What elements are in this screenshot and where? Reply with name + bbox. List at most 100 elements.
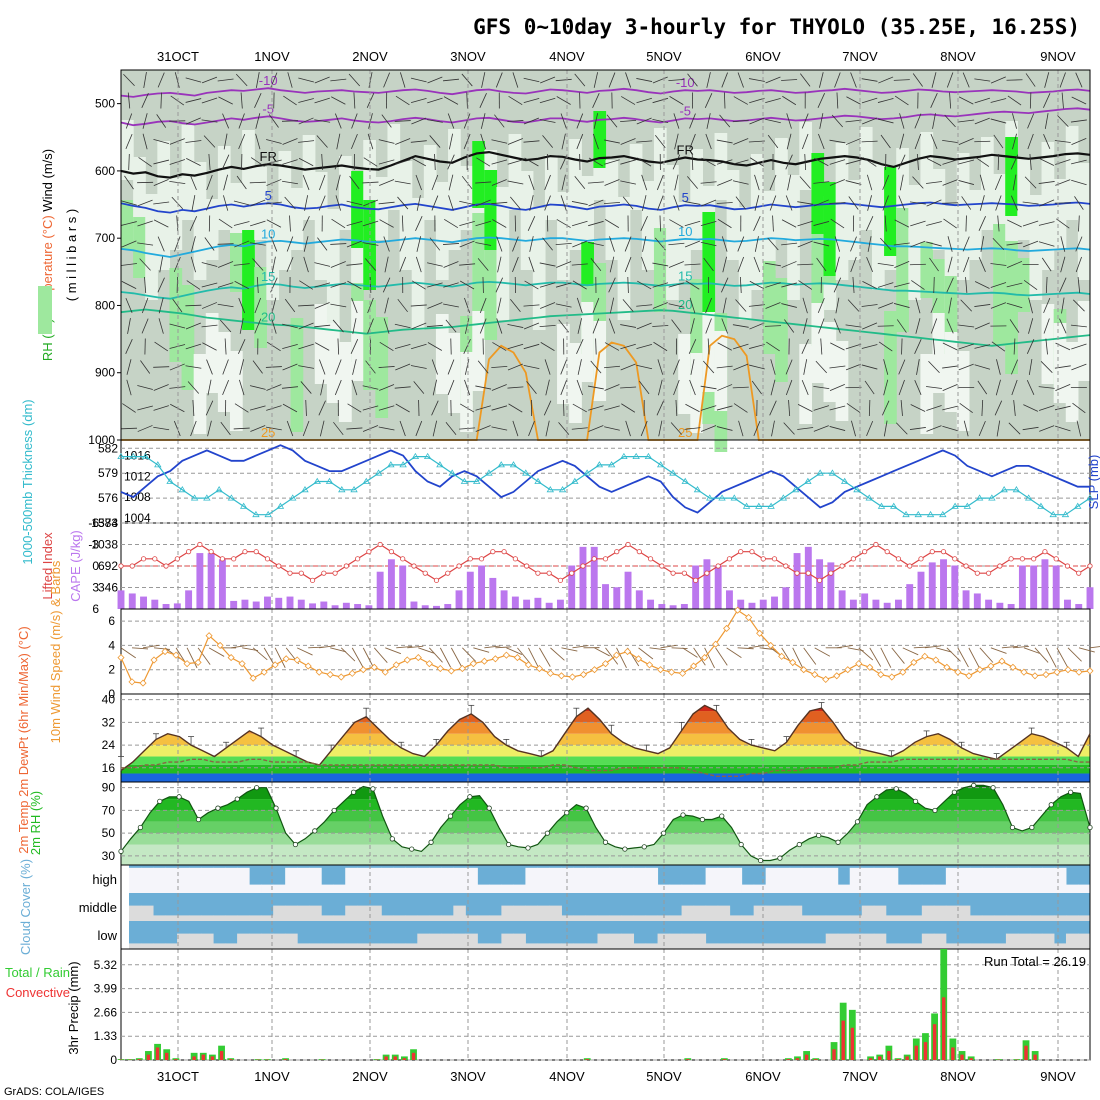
cloud-cell	[933, 884, 947, 893]
wind-barb	[125, 339, 133, 354]
wind-barb	[346, 221, 363, 226]
wind-barb	[576, 339, 584, 354]
wind-barb	[933, 276, 935, 294]
cloud-cell	[777, 943, 791, 949]
wind-barb	[494, 114, 505, 128]
cloud-row-label: middle	[79, 900, 117, 915]
cloud-cell	[501, 933, 514, 949]
isotherm-line	[120, 201, 1091, 214]
wind-barb	[1006, 261, 1023, 268]
wind-barb	[895, 422, 908, 435]
rh-marker	[389, 836, 395, 842]
wind-barb	[445, 319, 457, 333]
wind-barb	[657, 195, 664, 211]
thickness-marker	[926, 510, 935, 518]
lifted-marker	[118, 563, 124, 569]
wind-barb	[1029, 92, 1032, 109]
temp-band	[121, 745, 1090, 757]
wind-barb	[893, 242, 910, 246]
thickness-marker	[816, 469, 824, 476]
wind-barb	[926, 405, 942, 411]
thickness-marker	[190, 494, 199, 501]
wind-barb	[459, 240, 475, 248]
wind-barb	[410, 140, 427, 143]
rh-light-patch	[1065, 126, 1079, 220]
rh-dry-patch	[811, 303, 825, 383]
thickness-marker	[644, 452, 653, 459]
wind-barb	[1071, 179, 1087, 186]
slp-tick-label: 1004	[124, 511, 151, 525]
wind-barb	[829, 365, 846, 369]
wind-barb	[995, 379, 1001, 396]
y-tick-label: 0	[108, 687, 115, 701]
wind-barb	[512, 72, 519, 88]
isotherm-label: 10	[678, 224, 692, 239]
wind-barb	[335, 174, 341, 191]
wind-barb	[980, 236, 985, 252]
wind-barb	[475, 405, 491, 411]
thickness-marker	[362, 477, 371, 484]
cloud-cell	[1041, 933, 1055, 949]
thickness-marker	[706, 494, 714, 501]
wind-barb	[700, 220, 717, 227]
thickness-marker	[914, 510, 922, 518]
wind-barb	[397, 298, 408, 313]
rh-marker	[118, 848, 124, 854]
lifted-marker	[580, 563, 586, 569]
wind-barb	[415, 216, 423, 231]
cape-bar	[1052, 565, 1060, 609]
wind-barb	[990, 263, 1007, 266]
wind-barb	[450, 647, 463, 668]
cloud-cell	[777, 905, 791, 921]
wind-barb	[314, 262, 331, 267]
wind-barb	[282, 386, 298, 389]
wind-barb	[476, 157, 491, 167]
wind-barb	[319, 420, 325, 437]
rh-marker	[1029, 824, 1035, 831]
wind-barb	[958, 343, 974, 350]
wind-barb	[266, 384, 282, 391]
wind-barb	[185, 98, 202, 103]
cape-bar	[951, 565, 959, 609]
wind-barb	[126, 379, 132, 396]
wind-barb	[416, 236, 422, 252]
wind-barb	[942, 425, 958, 432]
wind-barb	[845, 363, 862, 371]
wind-barb	[930, 318, 938, 334]
rh-dry-patch	[1053, 323, 1067, 403]
lifted-marker	[242, 549, 248, 555]
wind-barb	[252, 360, 263, 374]
wind-barb	[891, 647, 905, 664]
wind-barb	[383, 318, 390, 334]
thickness-marker	[264, 510, 272, 518]
wind-barb	[930, 93, 938, 108]
wind-barb	[753, 256, 761, 273]
cloud-cell	[369, 943, 382, 949]
wind-barb	[673, 359, 680, 375]
wind-barb	[318, 174, 326, 191]
cloud-cell	[837, 933, 851, 949]
wind-speed-marker	[579, 671, 588, 679]
wind-barb	[1006, 282, 1023, 288]
cloud-cell	[753, 905, 767, 921]
cloud-cell	[693, 905, 707, 921]
cape-tick-label: 1384	[91, 516, 118, 530]
rh-dry-patch	[835, 341, 849, 421]
wind-barb	[764, 325, 782, 327]
cloud-cell	[885, 943, 899, 949]
wind-barb	[636, 140, 653, 143]
lifted-marker	[670, 570, 676, 576]
wind-barb	[479, 93, 487, 108]
thickness-marker	[276, 502, 285, 509]
lifted-marker	[839, 563, 845, 569]
wind-barb	[958, 96, 974, 105]
wind-barb	[1027, 133, 1034, 150]
cloud-cell	[261, 933, 274, 949]
wind-barb	[539, 282, 556, 288]
cape-bar	[624, 571, 632, 609]
wind-barb	[672, 154, 681, 170]
rh-legend-swatch	[38, 286, 52, 334]
wind-barb	[314, 119, 331, 123]
wind-barb	[588, 157, 603, 167]
wind-barb	[378, 426, 395, 431]
